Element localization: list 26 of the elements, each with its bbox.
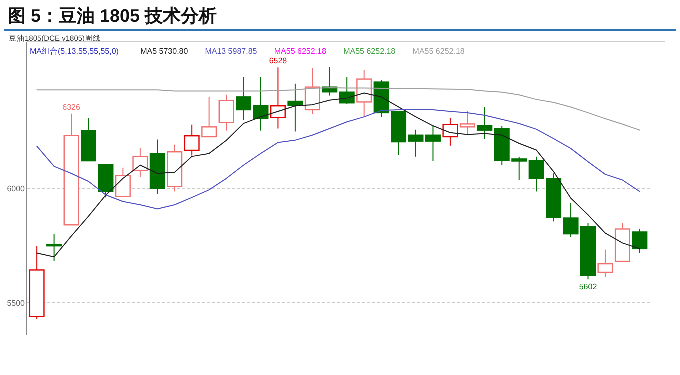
candlestick [477, 106, 493, 140]
candlestick [270, 67, 286, 130]
candlestick [632, 228, 648, 254]
annotation: 6528 [269, 56, 288, 66]
candlestick [304, 68, 320, 115]
y-tick-label: 5500 [7, 298, 26, 308]
annotation: 6326 [62, 102, 81, 112]
annotation: MA55 6252.18 [344, 47, 396, 56]
y-tick-label: 6000 [7, 184, 26, 194]
candlestick [115, 167, 131, 198]
chart-title: 图 5：豆油 1805 技术分析 [8, 6, 218, 26]
candlestick [598, 249, 614, 278]
text: MA55 6252.18 [412, 47, 466, 56]
annotation: 5602 [579, 282, 598, 292]
text: MA5 5730.80 [140, 47, 189, 56]
line-series [36, 88, 640, 131]
candlestick [132, 147, 148, 178]
candlestick [46, 234, 62, 262]
candlestick [356, 70, 372, 118]
annotation: MA组合(5,13,55,55,55,0) [30, 47, 120, 56]
candlestick [460, 110, 476, 136]
text: MA13 5987.85 [205, 47, 258, 56]
candlestick [218, 94, 234, 132]
candlestick [442, 118, 458, 146]
line-series [36, 109, 640, 210]
annotation: MA55 6252.18 [274, 47, 327, 56]
